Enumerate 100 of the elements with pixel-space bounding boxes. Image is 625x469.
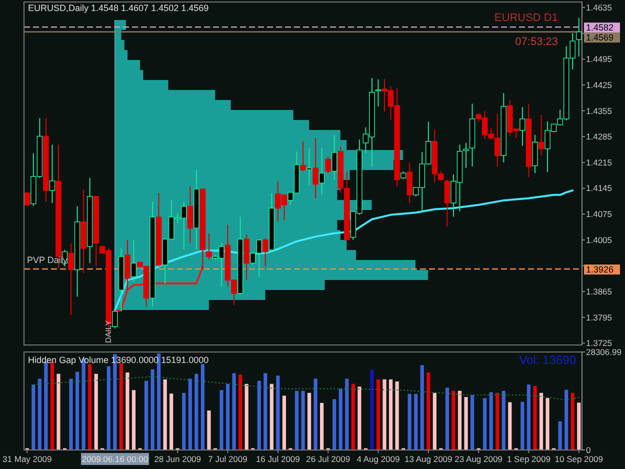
bar [163, 379, 167, 450]
line-series [114, 265, 204, 312]
bar [382, 379, 386, 450]
bar [320, 402, 324, 450]
bar [132, 390, 136, 450]
bar [207, 410, 211, 450]
line-series [114, 189, 574, 311]
bar [75, 372, 80, 450]
x-tick-label: 28 Jun 2009 [154, 454, 202, 464]
bar [126, 372, 130, 450]
ref-line-label: 1.3926 [586, 264, 614, 275]
y-tick-label: 1.3725 [586, 338, 612, 348]
bar [395, 381, 399, 450]
bar [376, 379, 380, 450]
candlestick [318, 148, 325, 196]
bar [276, 376, 280, 450]
bar [182, 392, 186, 450]
y-tick-label: 28306.99 [586, 346, 622, 357]
bar [301, 390, 305, 450]
bar [32, 384, 36, 450]
bar [414, 394, 418, 450]
candlestick [406, 162, 412, 204]
candlestick [532, 134, 538, 174]
bar [38, 378, 42, 450]
bar [257, 380, 261, 450]
x-tick-label: 1 Sep 2009 [506, 454, 551, 464]
line-series [32, 376, 580, 400]
candlestick [463, 142, 469, 168]
bar [226, 384, 230, 450]
bar [264, 373, 268, 450]
x-tick-label: 23 Aug 2009 [454, 454, 503, 464]
bar [56, 374, 60, 450]
candlestick [187, 186, 194, 244]
candlestick [306, 148, 312, 186]
annotation: DAILY [104, 320, 113, 343]
candlestick [538, 114, 544, 156]
bar [150, 369, 154, 450]
bar [232, 373, 236, 450]
annotation: 07:53:23 [515, 36, 558, 48]
bar [464, 397, 468, 450]
ref-line-label: 1.4582 [586, 22, 614, 33]
bar [157, 353, 161, 450]
bar [238, 374, 242, 450]
bar [106, 366, 110, 450]
y-tick-label: 1.4495 [586, 54, 612, 64]
bar [244, 384, 248, 450]
bar [220, 390, 224, 450]
bar [508, 402, 512, 450]
x-tick-label: 31 May 2009 [2, 454, 52, 464]
bar [69, 378, 73, 450]
bar [270, 384, 274, 450]
candlestick [244, 234, 250, 281]
bar [94, 374, 98, 450]
bar [338, 388, 342, 450]
bar [88, 364, 92, 450]
candlestick [68, 242, 74, 316]
bar [388, 379, 393, 450]
x-tick-label: 4 Aug 2009 [356, 454, 400, 464]
bar [533, 386, 537, 450]
bar [420, 365, 424, 450]
chart-title: EURUSD,Daily 1.4548 1.4607 1.4502 1.4569 [28, 3, 209, 13]
bar [426, 372, 430, 450]
y-tick-label: 0 [586, 444, 591, 455]
bar [370, 370, 374, 450]
candlestick [312, 138, 318, 199]
candlestick [24, 191, 30, 207]
y-tick-label: 1.4425 [586, 80, 612, 90]
bar [496, 392, 500, 450]
y-tick-label: 1.4215 [586, 157, 612, 168]
bar [564, 390, 568, 450]
candlestick [112, 309, 118, 329]
candlestick [444, 179, 450, 228]
candlestick [520, 106, 526, 146]
y-tick-label: 1.4145 [586, 183, 612, 194]
ref-line-label: 1.4569 [586, 32, 614, 43]
bar [314, 378, 318, 450]
bar [483, 398, 487, 450]
bar [470, 394, 474, 450]
bar [558, 421, 562, 450]
bar [188, 378, 192, 450]
candlestick [300, 140, 306, 172]
bar [345, 378, 349, 450]
candlestick [206, 232, 212, 260]
bar [452, 390, 456, 450]
bar [119, 363, 123, 450]
bar [351, 384, 355, 450]
bar [200, 364, 204, 450]
bar [520, 402, 524, 450]
bar [458, 390, 462, 450]
bar [577, 402, 581, 450]
x-tick-label: 13 Aug 2009 [404, 454, 453, 464]
bar [358, 386, 362, 450]
annotation: EURUSD D1 [494, 12, 558, 24]
candlestick [262, 238, 268, 267]
y-tick-label: 1.4285 [586, 132, 612, 142]
bar [294, 390, 299, 450]
x-tick-label: 16 Jul 2009 [256, 454, 300, 464]
y-tick-label: 1.4075 [586, 209, 612, 220]
bar [170, 394, 174, 450]
x-tick-label: 26 Jul 2009 [306, 454, 350, 464]
